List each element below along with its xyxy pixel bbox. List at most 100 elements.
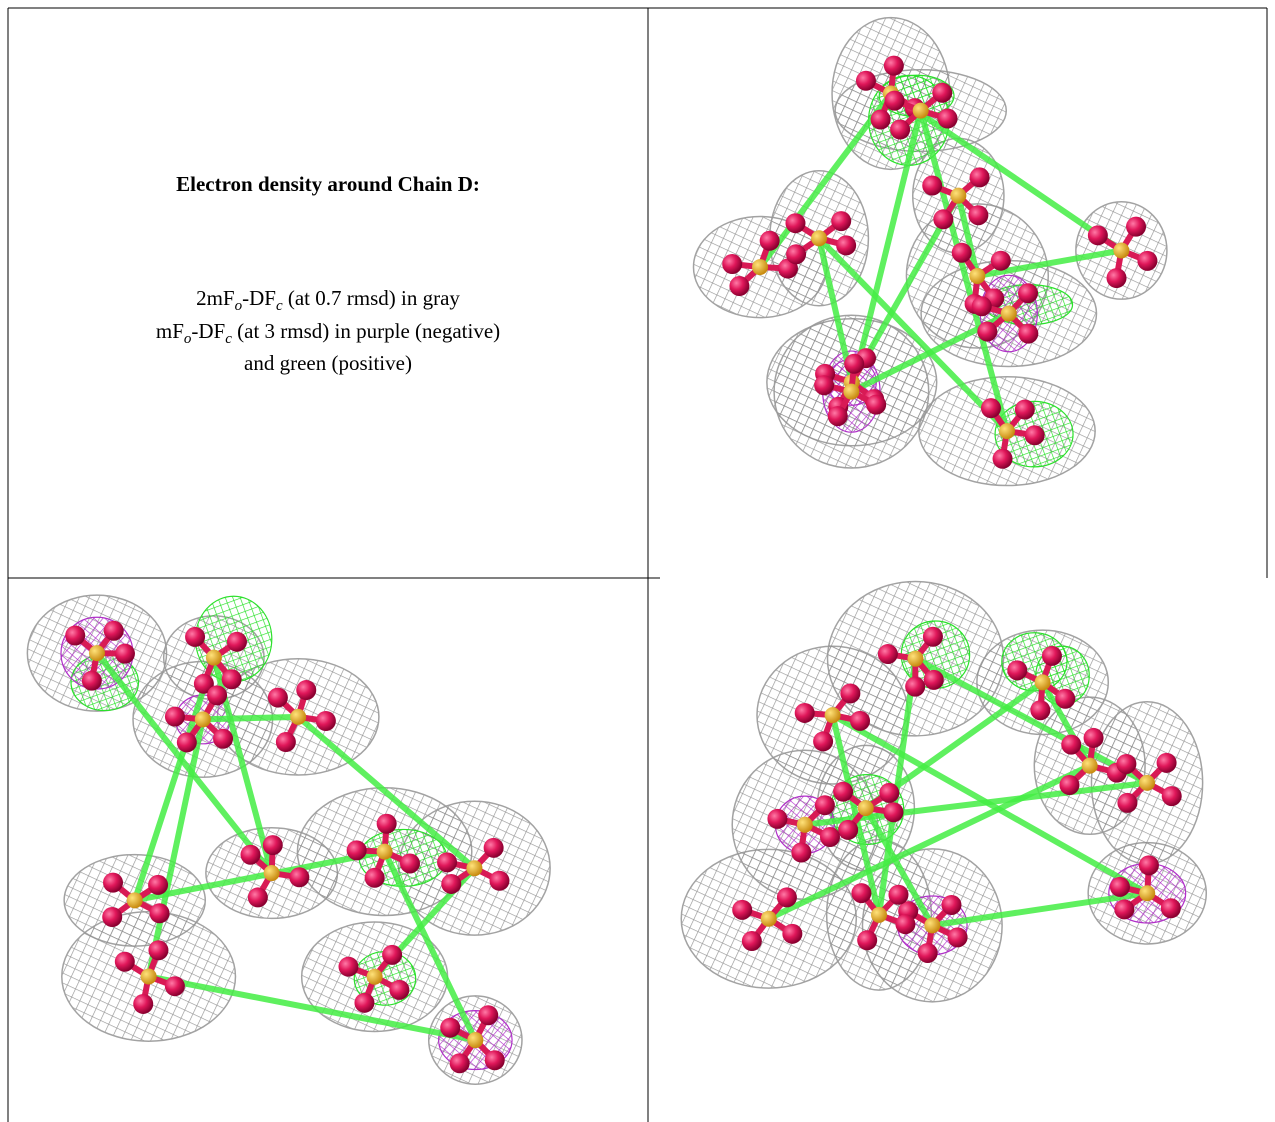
oxygen [722,254,742,274]
oxygen [1025,425,1045,445]
oxygen [248,887,268,907]
phosphorus [377,844,393,860]
oxygen [857,930,877,950]
legend-line: 2mFo-DFc (at 0.7 rmsd) in gray [196,286,460,314]
oxygen [263,835,283,855]
phosphorus [1139,885,1155,901]
oxygen [815,795,835,815]
oxygen [1061,735,1081,755]
oxygen [884,56,904,76]
oxygen [993,449,1013,469]
oxygen [879,783,899,803]
oxygen [1018,283,1038,303]
text-run: 2mF [196,286,235,310]
oxygen [828,406,848,426]
panel-title: Electron density around Chain D: [176,172,480,196]
oxygen [1018,324,1038,344]
phosphorus [127,892,143,908]
oxygen [1059,775,1079,795]
phosphorus [913,103,929,119]
oxygen [1117,793,1137,813]
oxygen [820,827,840,847]
phosphorus [969,268,985,284]
oxygen [922,176,942,196]
phosphorus [195,711,211,727]
oxygen [941,895,961,915]
phosphorus [1082,758,1098,774]
phosphorus [752,259,768,275]
oxygen [213,729,233,749]
oxygen [878,644,898,664]
oxygen [1157,753,1177,773]
oxygen [148,875,168,895]
oxygen [115,644,135,664]
oxygen [489,871,509,891]
oxygen [354,993,374,1013]
oxygen [888,885,908,905]
phosphorus [811,230,827,246]
oxygen [65,625,85,645]
text-run: (at 0.7 rmsd) in gray [283,286,461,310]
oxygen [1030,700,1050,720]
page: Electron density around Chain D: 2mFo-DF… [0,0,1275,1122]
legend: 2mFo-DFc (at 0.7 rmsd) in graymFo-DFc (a… [156,286,500,375]
phosphorus [825,707,841,723]
phosphorus [907,651,923,667]
oxygen [82,671,102,691]
phosphorus [1139,775,1155,791]
oxygen [814,375,834,395]
phosphorus [1001,306,1017,322]
oxygen [918,943,938,963]
oxygen [840,683,860,703]
oxygen [1162,786,1182,806]
text-run: -DF [191,319,225,343]
phosphorus [141,968,157,984]
oxygen [952,243,972,263]
oxygen [1107,268,1127,288]
density-image [27,595,550,1084]
oxygen [276,732,296,752]
oxygen [838,820,858,840]
oxygen [165,707,185,727]
oxygen [441,874,461,894]
oxygen [227,632,247,652]
oxygen [478,1005,498,1025]
phosphorus [264,865,280,881]
oxygen [1055,689,1075,709]
oxygen [851,883,871,903]
oxygen [485,1050,505,1070]
oxygen [1161,898,1181,918]
oxygen [883,802,903,822]
oxygen [268,688,288,708]
text-run: (at 3 rmsd) in purple (negative) [232,319,500,343]
oxygen [777,887,797,907]
legend-line: and green (positive) [244,351,412,375]
oxygen [831,211,851,231]
oxygen [1007,660,1027,680]
oxygen [890,120,910,140]
oxygen [1114,899,1134,919]
density-image [693,18,1166,486]
text-run: -DF [242,286,276,310]
phosphorus [858,800,874,816]
oxygen [924,670,944,690]
oxygen [785,213,805,233]
phosphorus [843,384,859,400]
oxygen [760,231,780,251]
phosphorus [367,969,383,985]
oxygen [836,235,856,255]
oxygen [450,1053,470,1073]
oxygen [968,205,988,225]
oxygen [977,322,997,342]
density-image [681,581,1206,1001]
phosphorus [466,860,482,876]
phosphorus [1113,242,1129,258]
oxygen [1042,646,1062,666]
oxygen [933,209,953,229]
oxygen [289,867,309,887]
oxygen [150,903,170,923]
oxygen [938,109,958,129]
phosphorus [761,911,777,927]
oxygen [1116,754,1136,774]
oxygen [148,940,168,960]
